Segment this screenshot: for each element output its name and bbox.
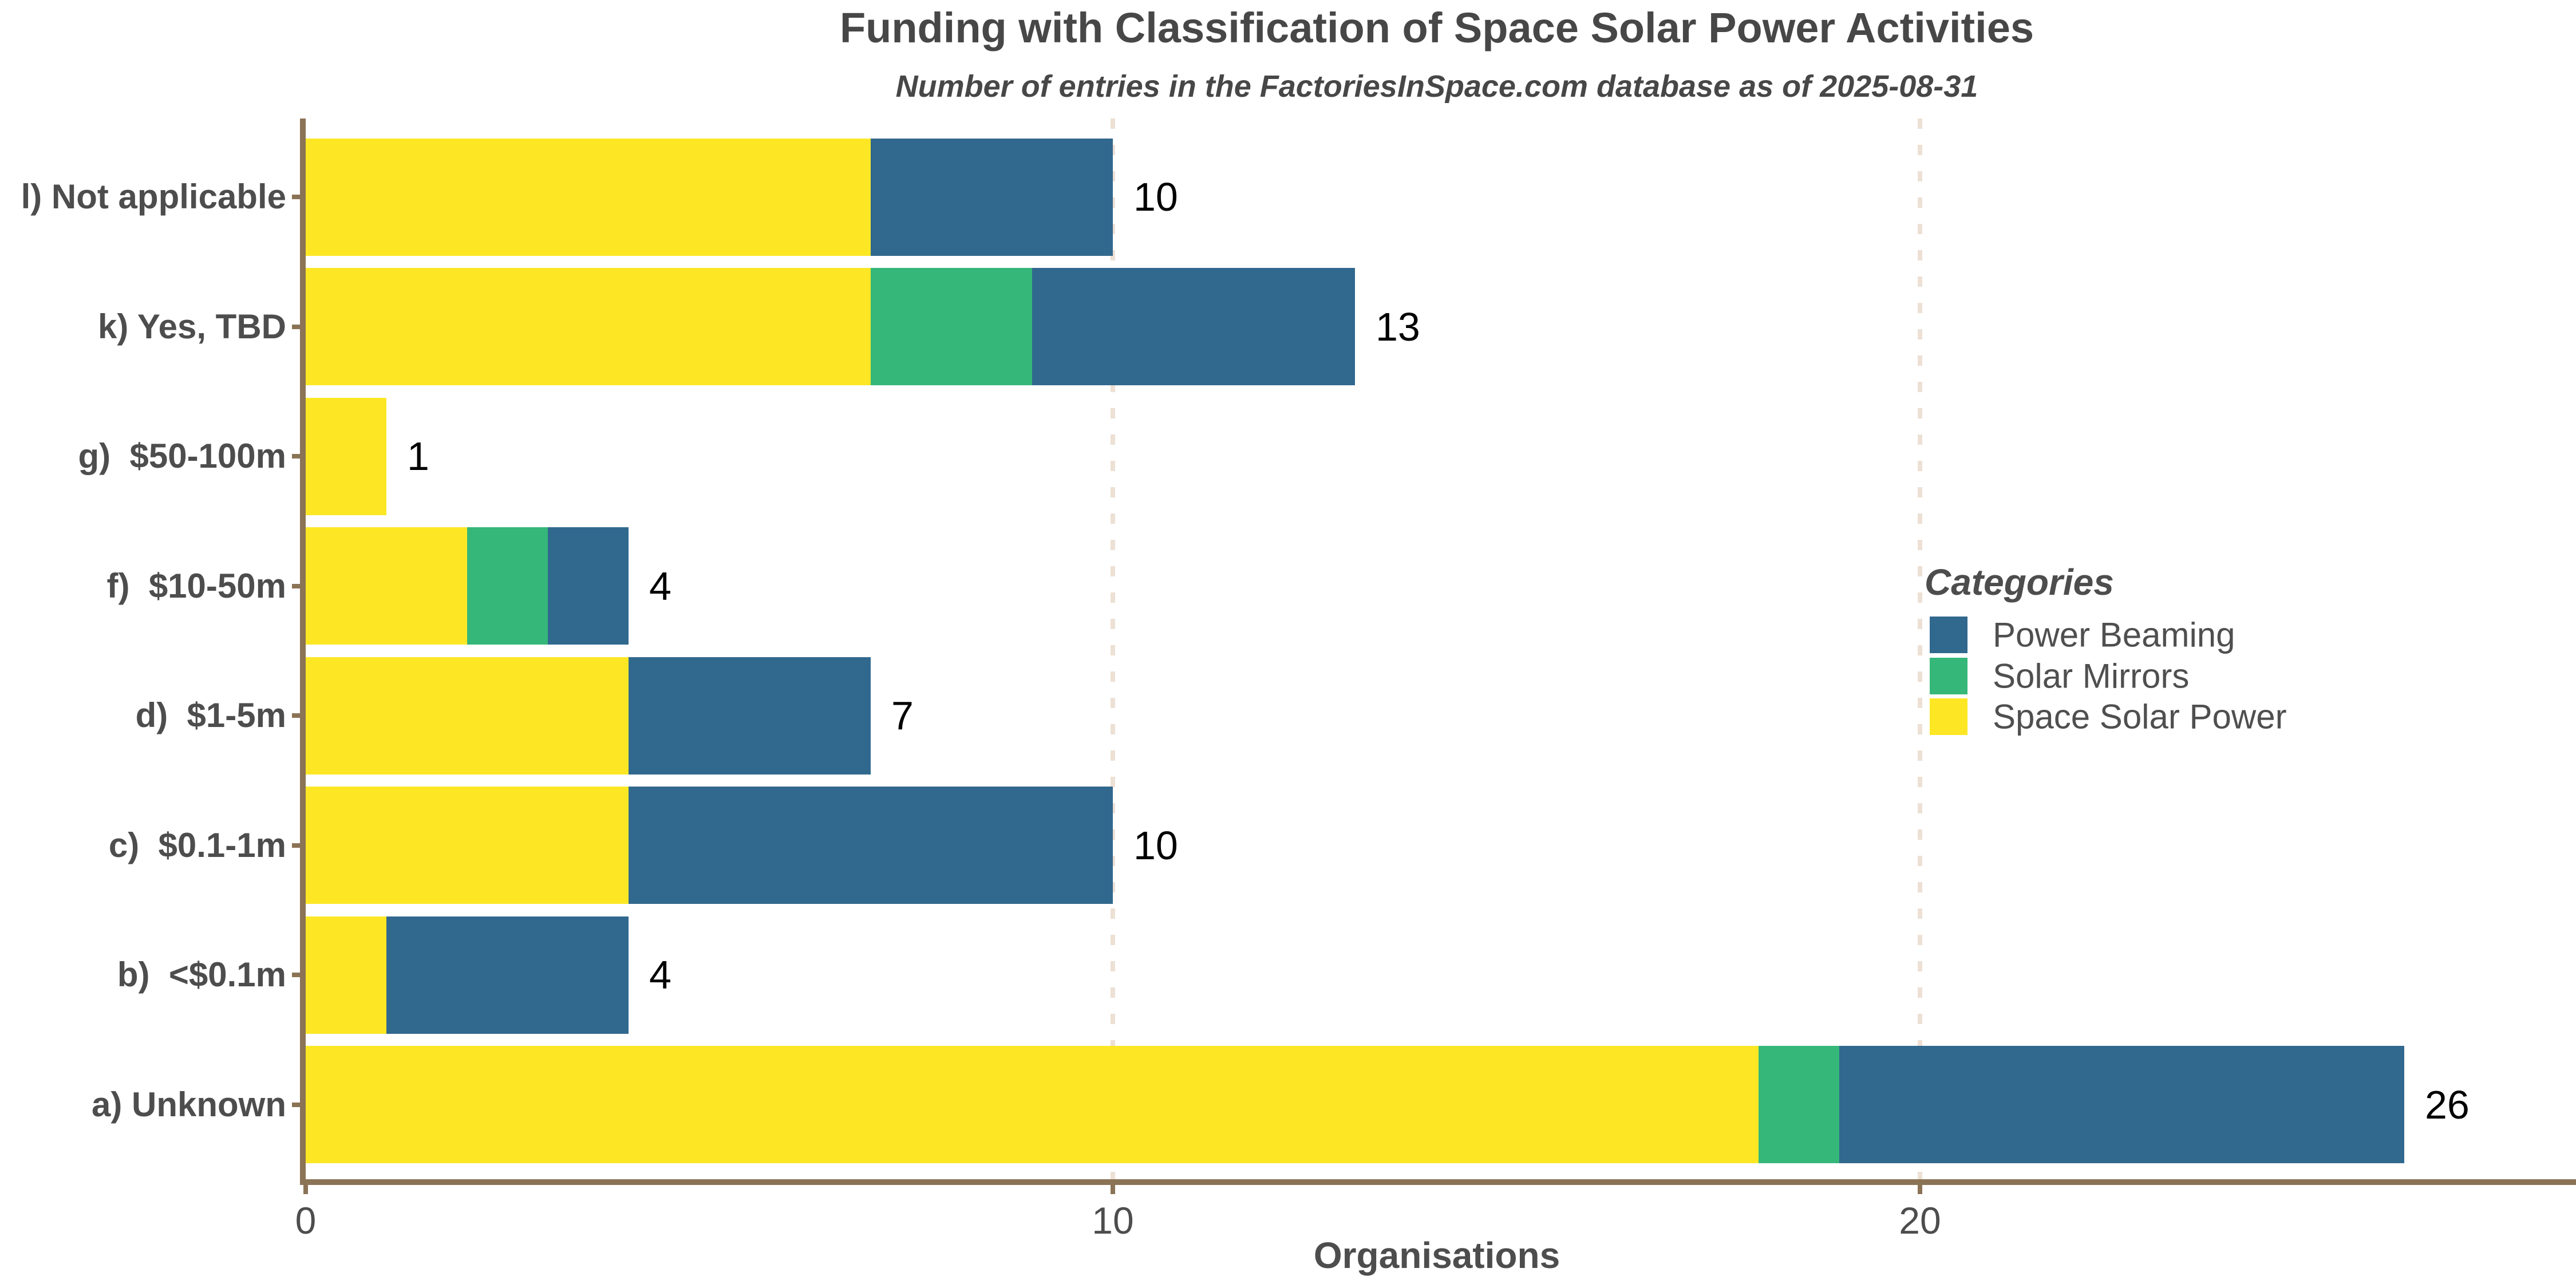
x-tick-label-10: 10 xyxy=(1092,1199,1134,1242)
y-axis-label-g: g) $50-100m xyxy=(78,437,286,475)
bar-segment-power-beaming xyxy=(871,138,1113,256)
x-tick-10 xyxy=(1111,1185,1115,1194)
x-axis-title: Organisations xyxy=(1313,1235,1560,1276)
legend-label: Power Beaming xyxy=(1993,615,2235,654)
legend-entry-solar-mirrors: Solar Mirrors xyxy=(1930,657,2330,695)
legend-title: Categories xyxy=(1925,562,2114,603)
bar-segment-power-beaming xyxy=(548,527,629,645)
legend-entry-power-beaming: Power Beaming xyxy=(1930,615,2330,654)
x-tick-label-20: 20 xyxy=(1899,1199,1941,1242)
bar-segment-space-solar-power xyxy=(306,397,386,515)
bar-segment-solar-mirrors xyxy=(467,527,548,645)
x-tick-20 xyxy=(1918,1185,1922,1194)
y-tick-k xyxy=(292,324,300,329)
y-tick-f xyxy=(292,583,300,588)
bar-segment-space-solar-power xyxy=(306,787,629,904)
bar-segment-solar-mirrors xyxy=(1759,1046,1839,1163)
bar-segment-power-beaming xyxy=(386,916,629,1034)
chart-subtitle: Number of entries in the FactoriesInSpac… xyxy=(895,69,1978,104)
x-axis-line xyxy=(300,1179,2576,1185)
bar-segment-space-solar-power xyxy=(306,268,871,385)
bar-segment-power-beaming xyxy=(629,787,1113,904)
bar-segment-space-solar-power xyxy=(306,657,629,775)
bar-value-label-l: 10 xyxy=(1133,175,1178,219)
y-tick-g xyxy=(292,454,300,459)
bar-segment-space-solar-power xyxy=(306,1046,1759,1163)
bar-value-label-g: 1 xyxy=(407,434,429,479)
bar-segment-space-solar-power xyxy=(306,527,467,645)
bar-segment-power-beaming xyxy=(629,657,871,775)
bar-segment-solar-mirrors xyxy=(871,268,1032,385)
y-axis-label-l: l) Not applicable xyxy=(21,177,286,216)
legend-label: Solar Mirrors xyxy=(1993,657,2190,695)
y-tick-c xyxy=(292,843,300,848)
bar-value-label-a: 26 xyxy=(2425,1082,2470,1127)
legend-key-swatch xyxy=(1930,657,1967,694)
legend-entry-space-solar-power: Space Solar Power xyxy=(1930,697,2330,736)
bar-segment-power-beaming xyxy=(1839,1046,2404,1163)
y-axis-label-c: c) $0.1-1m xyxy=(108,825,286,864)
bar-segment-space-solar-power xyxy=(306,916,386,1034)
bar-value-label-d: 7 xyxy=(891,693,914,738)
legend-key-swatch xyxy=(1930,698,1967,735)
y-tick-a xyxy=(292,1102,300,1107)
legend-label: Space Solar Power xyxy=(1993,697,2287,736)
bar-value-label-f: 4 xyxy=(649,563,671,609)
bar-value-label-k: 13 xyxy=(1376,304,1420,349)
y-axis-label-f: f) $10-50m xyxy=(106,566,286,605)
y-axis-label-a: a) Unknown xyxy=(92,1085,286,1124)
y-tick-d xyxy=(292,713,300,718)
chart-title: Funding with Classification of Space Sol… xyxy=(839,4,2034,52)
y-tick-l xyxy=(292,195,300,199)
y-axis-label-k: k) Yes, TBD xyxy=(97,307,286,346)
gridline-x-20 xyxy=(1918,118,1922,1179)
y-axis-label-b: b) <$0.1m xyxy=(117,955,286,994)
y-tick-b xyxy=(292,973,300,977)
bar-segment-space-solar-power xyxy=(306,138,871,256)
bar-value-label-b: 4 xyxy=(649,953,671,997)
bar-segment-power-beaming xyxy=(1032,268,1355,385)
bar-value-label-c: 10 xyxy=(1133,823,1178,868)
legend-key-swatch xyxy=(1930,617,1967,653)
gridline-x-10 xyxy=(1111,118,1115,1179)
x-tick-label-0: 0 xyxy=(295,1199,317,1242)
y-axis-line xyxy=(300,118,306,1185)
y-axis-label-d: d) $1-5m xyxy=(135,696,286,734)
x-tick-0 xyxy=(303,1185,308,1194)
